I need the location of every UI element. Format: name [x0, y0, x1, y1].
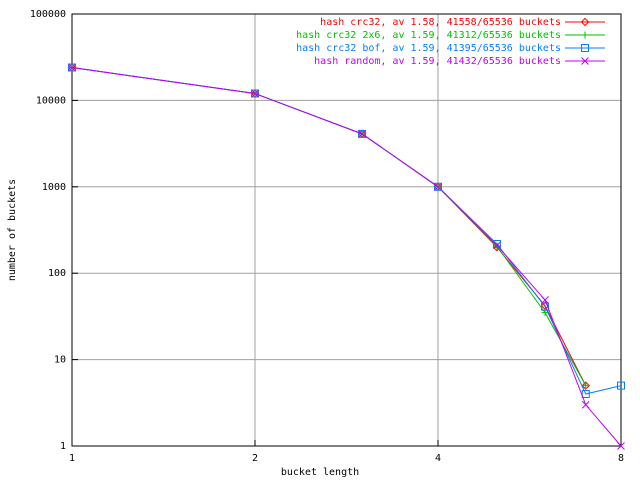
y-tick-label: 100: [48, 268, 66, 279]
legend-label: hash random, av 1.59, 41432/65536 bucket…: [314, 56, 561, 67]
y-tick-label: 1: [60, 441, 66, 452]
marker: [617, 442, 625, 450]
y-tick-label: 10: [54, 355, 66, 366]
x-tick-label: 4: [435, 453, 441, 464]
marker: [581, 381, 590, 390]
marker: [580, 17, 590, 27]
marker: [434, 182, 442, 191]
marker: [581, 400, 590, 409]
marker: [541, 296, 549, 304]
y-tick-label: 1000: [42, 182, 66, 193]
marker: [581, 31, 589, 39]
x-tick-label: 8: [618, 453, 624, 464]
plot-frame: [71, 13, 622, 447]
series-line: [71, 67, 622, 447]
marker: [68, 63, 76, 72]
marker: [358, 130, 366, 138]
marker: [581, 44, 589, 52]
legend-label: hash crc32 bof, av 1.59, 41395/65536 buc…: [296, 43, 561, 54]
y-tick-label: 100000: [30, 9, 66, 20]
series-line: [71, 67, 587, 386]
marker: [68, 63, 76, 72]
legend-label: hash crc32 2x6, av 1.59, 41312/65536 buc…: [296, 30, 561, 41]
x-tick-label: 2: [252, 453, 258, 464]
marker: [492, 239, 501, 248]
x-axis-label: bucket length: [281, 467, 359, 478]
series-line: [71, 67, 587, 386]
marker: [617, 381, 625, 390]
x-tick-label: 1: [69, 453, 75, 464]
marker: [581, 57, 589, 65]
series-line: [71, 67, 622, 395]
y-tick-label: 10000: [36, 95, 66, 106]
marker: [582, 382, 590, 390]
marker: [493, 241, 501, 250]
marker: [251, 89, 259, 98]
y-axis-label: number of buckets: [7, 179, 18, 281]
legend-label: hash crc32, av 1.58, 41558/65536 buckets: [320, 17, 561, 28]
